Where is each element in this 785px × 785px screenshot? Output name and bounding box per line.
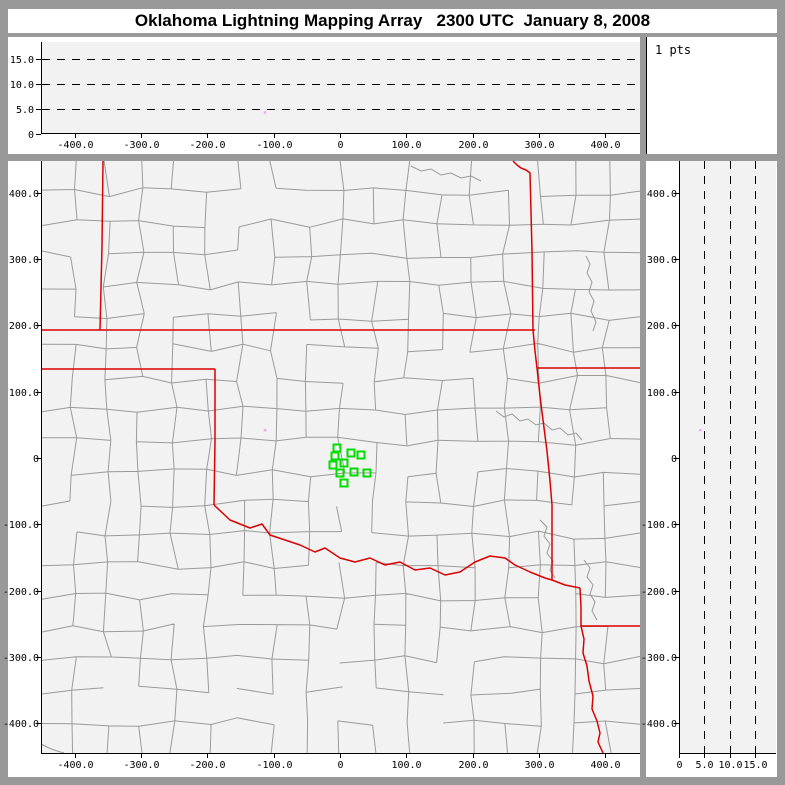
tick-label: -100.0 bbox=[256, 760, 292, 771]
tick-label: -100.0 bbox=[3, 520, 39, 531]
tick-label: -300.0 bbox=[3, 653, 39, 664]
tick-label: 200.0 bbox=[9, 321, 39, 332]
tick-label: -400.0 bbox=[57, 140, 93, 151]
ns-altitude-plot-area[interactable] bbox=[679, 161, 776, 753]
tick-label: 15.0 bbox=[10, 55, 34, 66]
map-axes bbox=[41, 161, 640, 754]
tick-label: 200.0 bbox=[458, 140, 488, 151]
tick-label: 10.0 bbox=[718, 760, 742, 771]
tick-label: 100.0 bbox=[9, 388, 39, 399]
station-marker bbox=[328, 460, 338, 470]
rivers bbox=[40, 165, 598, 754]
tick-label: -400.0 bbox=[57, 760, 93, 771]
points-count-label: 1 pts bbox=[655, 43, 692, 57]
plan-view-map[interactable]: 400.0 300.0 200.0 100.0 0 -100.0 -200.0 -300.0 -… bbox=[3, 160, 641, 777]
tick-label: -200.0 bbox=[3, 587, 39, 598]
tick-label: -400.0 bbox=[3, 719, 39, 730]
tick-label: 0 bbox=[337, 140, 343, 151]
tick-label: 200.0 bbox=[647, 321, 677, 332]
tick-label: 400.0 bbox=[590, 140, 620, 151]
tick-label: 0 bbox=[676, 760, 682, 771]
tick-label: 100.0 bbox=[391, 140, 421, 151]
state-borders bbox=[41, 160, 640, 754]
lightning-source-point bbox=[263, 111, 267, 114]
station-marker bbox=[346, 448, 356, 458]
county-lines bbox=[40, 160, 641, 754]
tick-label: 15.0 bbox=[743, 760, 767, 771]
tick-label: 400.0 bbox=[590, 760, 620, 771]
tick-label: -200.0 bbox=[189, 140, 225, 151]
tick-label: 5.0 bbox=[16, 105, 34, 116]
station-marker bbox=[356, 450, 366, 460]
tick-label: 200.0 bbox=[458, 760, 488, 771]
panel-ew-altitude: 0 5.0 10.0 15.0 -400.0 -300.0 -200.0 -100.0 0 100… bbox=[8, 37, 640, 154]
station-marker bbox=[362, 468, 372, 478]
panel-ns-altitude: 400.0 300.0 200.0 100.0 0 -100.0 -200.0 -300.0 -… bbox=[641, 161, 777, 777]
lightning-source-point bbox=[263, 428, 267, 432]
tick-label: 300.0 bbox=[9, 255, 39, 266]
tick-label: -300.0 bbox=[123, 760, 159, 771]
tick-label: -100.0 bbox=[256, 140, 292, 151]
tick-label: 0 bbox=[28, 130, 34, 141]
tick-label: 300.0 bbox=[524, 140, 554, 151]
tick-label: -400.0 bbox=[641, 719, 677, 730]
station-marker bbox=[339, 478, 349, 488]
tick-label: -300.0 bbox=[123, 140, 159, 151]
tick-label: -100.0 bbox=[641, 520, 677, 531]
station-markers bbox=[328, 443, 372, 488]
panel-source-histogram[interactable]: 1 pts bbox=[646, 37, 777, 154]
tick-label: 5.0 bbox=[695, 760, 713, 771]
lightning-source-point bbox=[699, 428, 702, 432]
page-title: Oklahoma Lightning Mapping Array 2300 UT… bbox=[8, 9, 777, 33]
tick-label: 0 bbox=[337, 760, 343, 771]
tick-label: 400.0 bbox=[647, 189, 677, 200]
tick-label: -300.0 bbox=[641, 653, 677, 664]
station-marker bbox=[339, 458, 349, 468]
tick-label: -200.0 bbox=[189, 760, 225, 771]
ew-altitude-plot-area[interactable] bbox=[41, 42, 640, 134]
station-marker bbox=[349, 467, 359, 477]
tick-label: 400.0 bbox=[9, 189, 39, 200]
tick-label: 100.0 bbox=[647, 388, 677, 399]
tick-label: 10.0 bbox=[10, 80, 34, 91]
tick-label: 100.0 bbox=[391, 760, 421, 771]
tick-label: 0 bbox=[33, 454, 39, 465]
altitude-gridlines bbox=[42, 59, 638, 110]
station-marker bbox=[330, 451, 340, 461]
ns-altitude-plot[interactable]: 400.0 300.0 200.0 100.0 0 -100.0 -200.0 -300.0 -… bbox=[641, 161, 777, 777]
ew-altitude-plot[interactable]: 0 5.0 10.0 15.0 -400.0 -300.0 -200.0 -100.0 0 100… bbox=[8, 37, 640, 154]
tick-label: 300.0 bbox=[524, 760, 554, 771]
tick-label: 300.0 bbox=[647, 255, 677, 266]
panel-plan-view: 400.0 300.0 200.0 100.0 0 -100.0 -200.0 -300.0 -… bbox=[3, 160, 641, 777]
ns-altitude-axes bbox=[679, 161, 776, 754]
tick-label: -200.0 bbox=[641, 587, 677, 598]
station-marker bbox=[335, 468, 345, 478]
tick-label: 0 bbox=[671, 454, 677, 465]
ew-altitude-axes bbox=[41, 42, 640, 134]
